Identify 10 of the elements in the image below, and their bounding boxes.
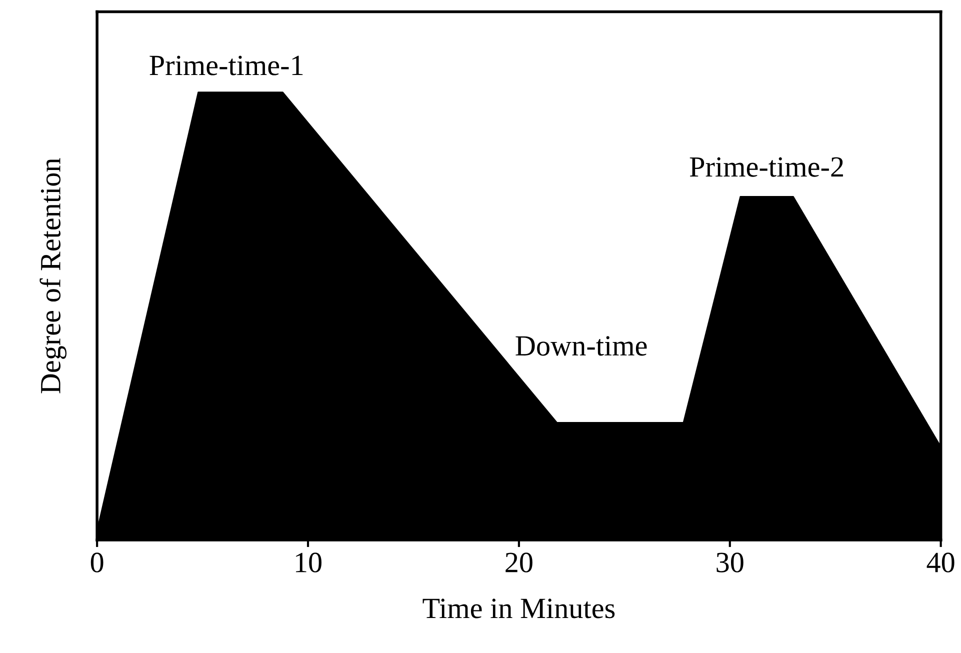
annotation: Prime-time-2 (690, 157, 843, 177)
x-tick-label: 30 (716, 552, 744, 572)
y-axis-title: Degree of Retention (40, 158, 67, 394)
annotation: Prime-time-1 (150, 56, 303, 76)
annotation: Down-time (516, 336, 647, 356)
x-tick-label: 0 (90, 552, 104, 572)
x-tick-label: 40 (926, 552, 954, 572)
x-tick-label: 20 (506, 552, 532, 572)
x-axis-title: Time in Minutes (422, 598, 615, 618)
x-tick-label: 10 (296, 552, 322, 572)
